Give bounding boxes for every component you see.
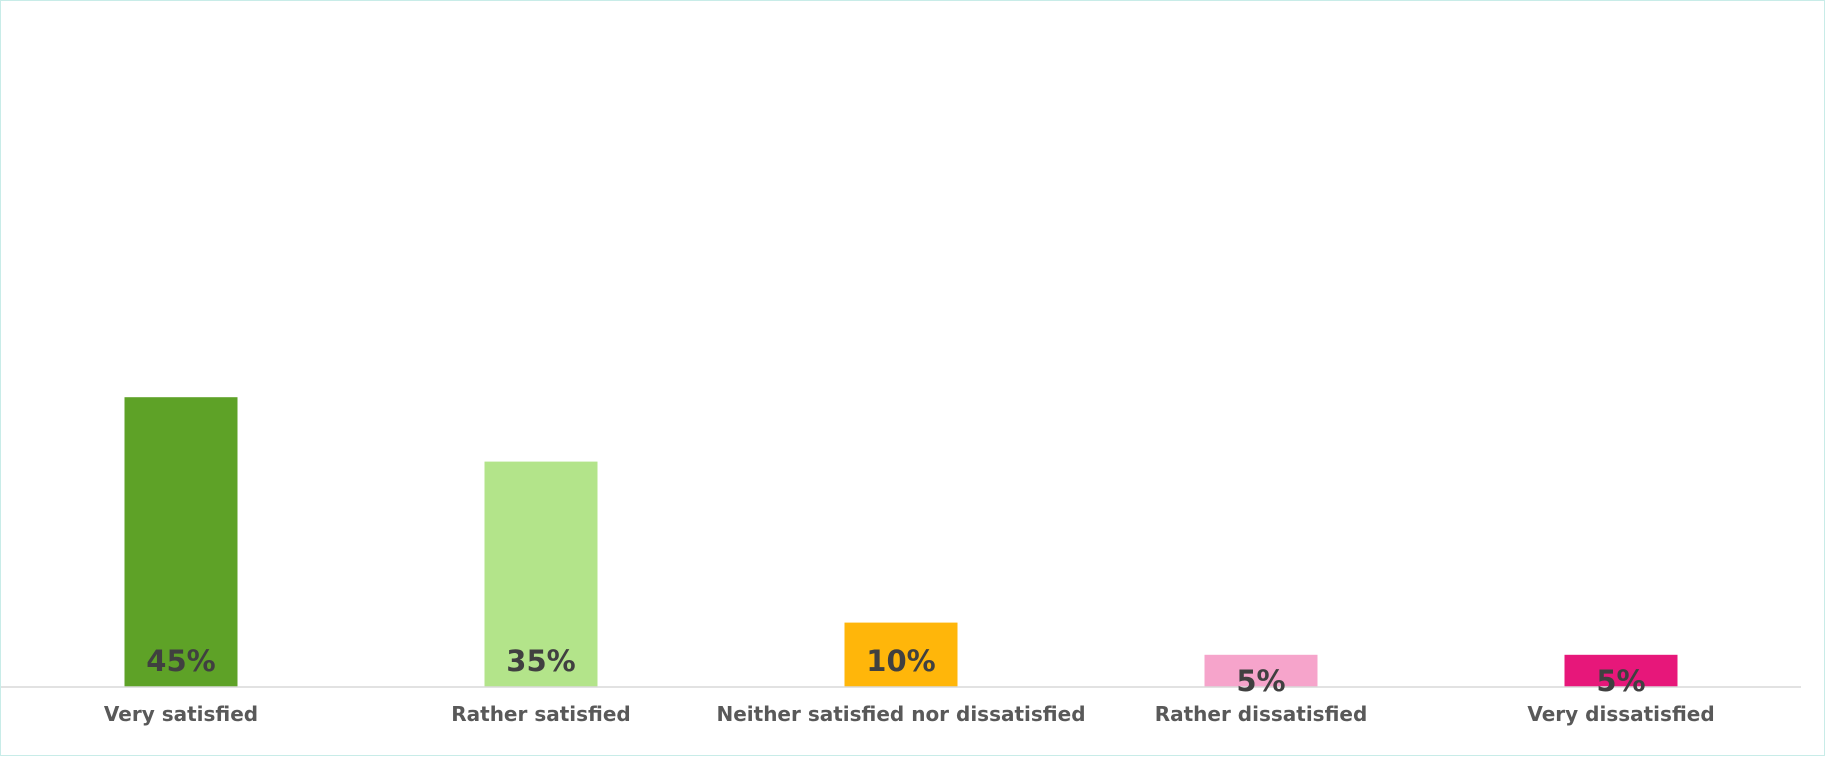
bar-rather-dissatisfied: [1204, 654, 1318, 687]
bars-group: [124, 397, 1678, 687]
category-labels-group: Very satisfied Rather satisfied Neither sa…: [104, 702, 1715, 726]
category-label-very-satisfied: Very satisfied: [104, 702, 258, 726]
bar-rather-satisfied: [484, 461, 598, 687]
value-label-neither-satisfied-nor-dissatisfied: 10%: [866, 644, 935, 678]
category-label-rather-dissatisfied: Rather dissatisfied: [1155, 702, 1368, 726]
value-label-very-satisfied: 45%: [146, 644, 215, 678]
value-label-rather-dissatisfied: 5%: [1236, 664, 1285, 698]
value-labels-group: 45% 35% 10% 5% 5%: [146, 644, 1645, 698]
bar-very-satisfied: [124, 397, 238, 687]
category-label-neither-satisfied-nor-dissatisfied: Neither satisfied nor dissatisfied: [716, 702, 1085, 726]
bar-neither-satisfied-nor-dissatisfied: [844, 622, 958, 687]
value-label-rather-satisfied: 35%: [506, 644, 575, 678]
value-label-very-dissatisfied: 5%: [1596, 664, 1645, 698]
category-label-rather-satisfied: Rather satisfied: [451, 702, 631, 726]
category-label-very-dissatisfied: Very dissatisfied: [1527, 702, 1714, 726]
bar-very-dissatisfied: [1564, 654, 1678, 687]
